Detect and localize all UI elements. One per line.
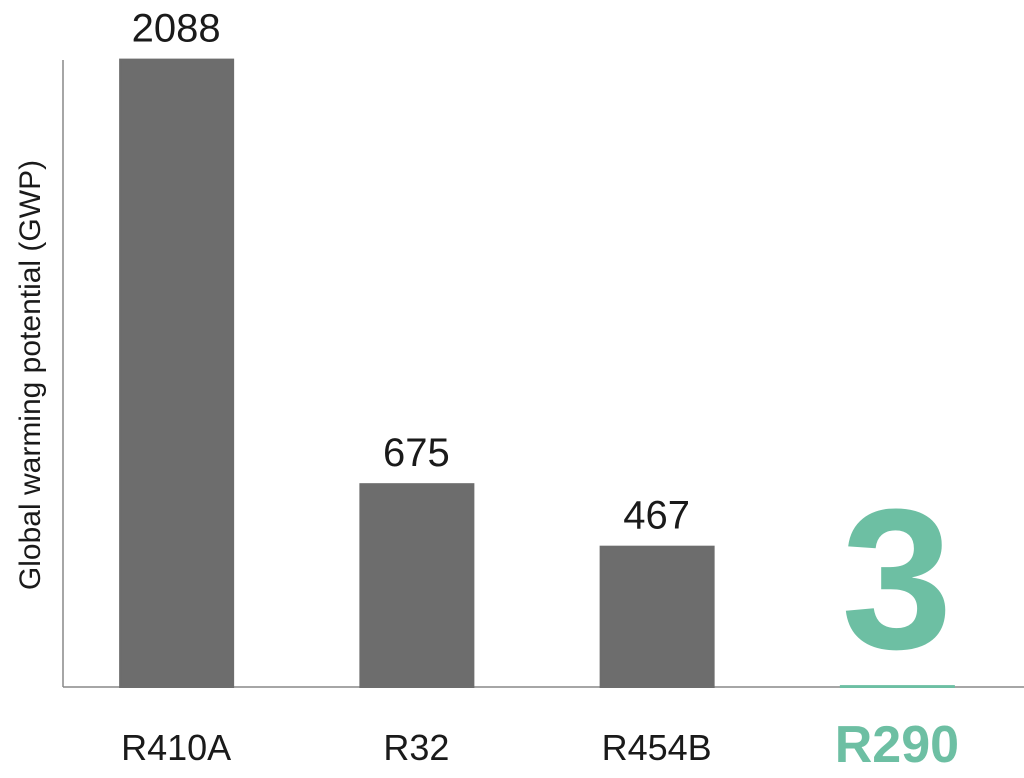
y-axis-label: Global warming potential (GWP) [14, 160, 47, 590]
value-label: 467 [623, 494, 690, 538]
x-tick-label: R32 [383, 727, 449, 768]
bar [119, 58, 235, 688]
value-label: 2088 [132, 7, 221, 51]
x-tick-label: R454B [602, 727, 712, 768]
value-label: 675 [383, 431, 450, 475]
x-tick-label: R290 [835, 716, 959, 774]
bar [599, 545, 715, 688]
value-label: 3 [841, 468, 952, 691]
x-tick-label: R410A [121, 727, 231, 768]
bar [359, 483, 475, 688]
bar [839, 685, 955, 689]
